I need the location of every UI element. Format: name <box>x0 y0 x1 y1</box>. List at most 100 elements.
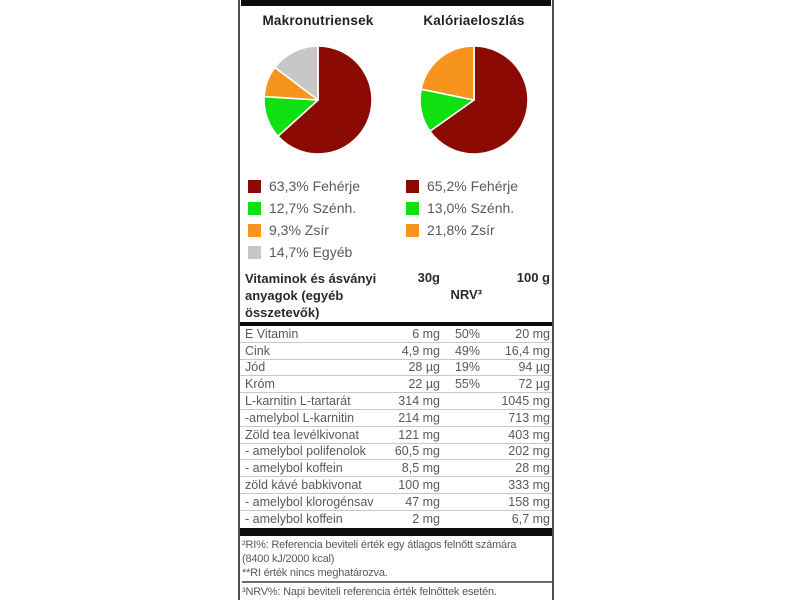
row-value-nrv: 50% <box>454 326 480 341</box>
legend-item: 14,7% Egyéb <box>248 241 396 263</box>
nutrition-table-header: Vitaminok és ásványi anyagok (egyéb összet… <box>240 270 552 321</box>
table-row: Króm 22 µg 55% 72 µg <box>240 376 552 394</box>
row-value-100g: 72 µg <box>518 377 550 392</box>
table-header-name-line: anyagok (egyéb <box>245 288 344 303</box>
nutrition-panel: Makronutriensek Kalóriaeloszlás 63,3% Fe… <box>238 0 554 600</box>
row-value-30g: 100 mg <box>398 478 440 493</box>
legend-swatch <box>406 223 419 237</box>
table-row: -amelybol L-karnitin 214 mg 713 mg <box>240 410 552 427</box>
table-row: - amelybol koffein 8,5 mg 28 mg <box>240 460 552 478</box>
row-value-30g: 60,5 mg <box>394 444 440 459</box>
table-header-name: Vitaminok és ásványi anyagok (egyéb összet… <box>245 270 552 321</box>
row-value-nrv: 49% <box>454 343 480 358</box>
row-value-100g: 333 mg <box>508 478 550 493</box>
top-divider-bar <box>241 0 551 6</box>
footnotes: ²RI%: Referencia beviteli érték egy átla… <box>240 536 552 600</box>
row-value-100g: 713 mg <box>508 410 550 425</box>
table-bottom-bar <box>240 527 552 536</box>
row-value-30g: 4,9 mg <box>401 343 440 358</box>
macronutrients-chart-title: Makronutriensek <box>262 13 374 28</box>
footnote-divider <box>242 580 552 583</box>
row-name: L-karnitin L-tartarát <box>245 394 351 409</box>
row-value-100g: 16,4 mg <box>504 343 550 358</box>
row-value-30g: 314 mg <box>398 394 440 409</box>
footnote-ri-line: **RI érték nincs meghatározva. <box>242 566 388 579</box>
footnote-nrv: ³NRV%: Napi beviteli referencia érték fe… <box>242 585 497 598</box>
table-row: - amelybol klorogénsav 47 mg 158 mg <box>240 494 552 511</box>
table-header-100g: 100 g <box>516 270 550 285</box>
legend-label: 13,0% Szénh. <box>427 200 515 216</box>
row-value-30g: 47 mg <box>405 494 440 509</box>
row-value-100g: 20 mg <box>515 326 550 341</box>
footnote-ri-line: ²RI%: Referencia beviteli érték egy átla… <box>242 538 517 551</box>
row-value-100g: 6,7 mg <box>511 512 550 527</box>
row-value-30g: 121 mg <box>398 427 440 442</box>
legend-swatch <box>406 201 419 215</box>
legend-swatch <box>248 245 261 259</box>
legend-swatch <box>248 201 261 215</box>
table-header-nrv: NRV³ <box>450 287 482 302</box>
row-name: -amelybol L-karnitin <box>245 410 355 425</box>
legend-item: 12,7% Szénh. <box>248 197 396 219</box>
row-value-30g: 214 mg <box>398 410 440 425</box>
table-row: Zöld tea levélkivonat 121 mg 403 mg <box>240 427 552 444</box>
pie-slice-2 <box>420 45 475 101</box>
row-name: zöld kávé babkivonat <box>245 478 362 493</box>
row-name: - amelybol koffein <box>245 461 343 476</box>
legend-item: 65,2% Fehérje <box>406 175 552 197</box>
row-value-nrv: 55% <box>454 377 480 392</box>
row-name: Króm <box>245 377 275 392</box>
legend-swatch <box>248 223 261 237</box>
row-value-30g: 22 µg <box>408 377 440 392</box>
row-value-30g: 28 µg <box>408 360 440 375</box>
legend-swatch <box>406 179 419 193</box>
macronutrients-legend: 63,3% Fehérje 12,7% Szénh. 9,3% Zsír 14,7% … <box>240 175 396 263</box>
row-name: - amelybol polifenolok <box>245 444 366 459</box>
row-value-30g: 8,5 mg <box>401 461 440 476</box>
pie-slice-0 <box>429 45 529 155</box>
row-name: - amelybol klorogénsav <box>245 494 374 509</box>
row-value-30g: 6 mg <box>412 326 440 341</box>
legend-label: 14,7% Egyéb <box>269 244 353 260</box>
table-row: Jód 28 µg 19% 94 µg <box>240 360 552 377</box>
table-row: zöld kávé babkivonat 100 mg 333 mg <box>240 477 552 494</box>
row-value-30g: 2 mg <box>412 512 440 527</box>
chart-titles-row: Makronutriensek Kalóriaeloszlás <box>240 13 552 28</box>
table-header-name-line: Vitaminok és ásványi <box>245 271 377 286</box>
nutrition-table-rows: E Vitamin 6 mg 50% 20 mg Cink 4,9 mg 49% 16,4 m… <box>240 326 552 528</box>
calorie-distribution-pie-chart <box>419 45 529 155</box>
table-header-30g: 30g <box>417 270 440 285</box>
legend-item: 63,3% Fehérje <box>248 175 396 197</box>
table-row: L-karnitin L-tartarát 314 mg 1045 mg <box>240 393 552 410</box>
row-value-100g: 28 mg <box>515 461 550 476</box>
footnote-ri-line: (8400 kJ/2000 kcal) <box>242 552 335 565</box>
calorie-distribution-chart-title: Kalóriaeloszlás <box>423 13 525 28</box>
calorie-distribution-pie-container <box>396 44 552 156</box>
pie-slice-0 <box>277 45 373 155</box>
legend-label: 12,7% Szénh. <box>269 200 357 216</box>
row-name: - amelybol koffein <box>245 512 343 527</box>
row-value-100g: 1045 mg <box>501 394 550 409</box>
row-value-nrv: 19% <box>454 360 480 375</box>
legend-swatch <box>248 179 261 193</box>
legend-label: 9,3% Zsír <box>269 222 329 238</box>
footnote-ri: ²RI%: Referencia beviteli érték egy átla… <box>242 538 552 580</box>
row-name: Zöld tea levélkivonat <box>245 427 359 442</box>
row-value-100g: 94 µg <box>518 360 550 375</box>
row-name: Jód <box>245 360 266 375</box>
row-name: E Vitamin <box>245 326 299 341</box>
macronutrients-pie-container <box>240 44 396 156</box>
table-row: - amelybol koffein 2 mg 6,7 mg <box>240 511 552 528</box>
row-value-100g: 158 mg <box>508 494 550 509</box>
row-name: Cink <box>245 343 271 358</box>
legend-item: 9,3% Zsír <box>248 219 396 241</box>
table-row: Cink 4,9 mg 49% 16,4 mg <box>240 343 552 360</box>
table-row: - amelybol polifenolok 60,5 mg 202 mg <box>240 444 552 461</box>
header-divider-bar <box>240 322 552 326</box>
calorie-distribution-legend: 65,2% Fehérje 13,0% Szénh. 21,8% Zsír <box>396 175 552 263</box>
legend-item: 21,8% Zsír <box>406 219 552 241</box>
pie-slice-3 <box>274 45 319 101</box>
pie-charts-row <box>240 44 552 156</box>
row-value-100g: 202 mg <box>508 444 550 459</box>
